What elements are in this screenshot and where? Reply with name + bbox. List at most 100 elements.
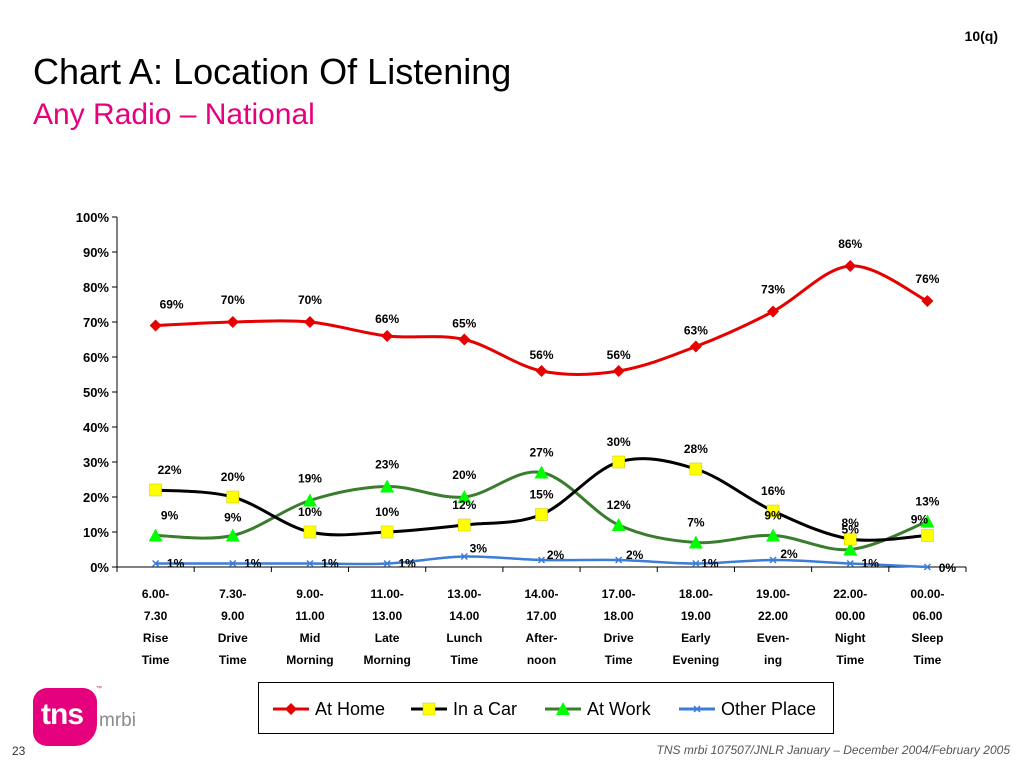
data-label: 1% <box>862 557 880 571</box>
data-label: 16% <box>761 484 785 498</box>
data-point <box>226 316 239 328</box>
data-label: 1% <box>321 557 339 571</box>
legend-label: At Home <box>315 698 386 719</box>
data-point-stroke <box>923 563 931 571</box>
x-category-label: Mid <box>300 631 321 645</box>
legend-item-in-a-car: In a Car <box>409 697 517 721</box>
data-point <box>766 504 780 518</box>
data-point-stroke <box>615 556 623 564</box>
data-point <box>689 340 702 353</box>
data-point <box>458 333 471 346</box>
triangle-marker-icon <box>545 702 581 715</box>
data-label: 15% <box>529 488 553 502</box>
x-category-label: 7.30 <box>144 609 168 623</box>
data-point <box>612 365 625 377</box>
data-point <box>766 528 781 542</box>
x-category-label: After- <box>526 631 558 645</box>
data-point-stroke <box>229 559 237 568</box>
x-category-label: Sleep <box>911 631 943 645</box>
x-category-label: 14.00 <box>449 609 479 623</box>
data-point <box>152 559 160 568</box>
x-category-label: Morning <box>286 653 333 667</box>
y-tick-label: 30% <box>83 455 109 470</box>
data-label: 23% <box>375 458 399 472</box>
data-label: 20% <box>221 470 245 484</box>
data-point <box>615 556 623 564</box>
data-point <box>149 483 162 497</box>
logo-text: tns <box>41 698 84 731</box>
data-point <box>226 490 240 504</box>
data-point <box>457 490 472 503</box>
x-category-label: 18.00 <box>604 609 634 623</box>
data-point <box>920 514 935 528</box>
data-point <box>380 479 395 493</box>
data-point <box>303 316 316 328</box>
data-label: 12% <box>452 498 476 512</box>
data-label: 10% <box>375 505 399 519</box>
legend-item-at-work: At Work <box>543 697 651 721</box>
x-category-label: 22.00- <box>833 587 867 601</box>
x-category-label: Drive <box>218 631 248 645</box>
x-category-label: 22.00 <box>758 609 788 623</box>
data-point <box>535 508 548 521</box>
y-tick-label: 80% <box>83 280 109 295</box>
data-point <box>612 455 625 469</box>
x-category-label: Drive <box>604 631 634 645</box>
data-point <box>923 563 931 571</box>
data-label: 1% <box>398 557 416 571</box>
data-label: 1% <box>167 557 185 571</box>
x-category-label: Time <box>142 653 170 667</box>
data-label: 73% <box>761 283 785 297</box>
x-category-label: 13.00- <box>447 587 481 601</box>
data-label: 5% <box>842 523 860 537</box>
data-label: 30% <box>607 435 631 449</box>
x-category-label: 18.00- <box>679 587 713 601</box>
chart-legend: At Home In a Car At Work Other Place <box>258 682 834 734</box>
x-category-label: 19.00 <box>681 609 711 623</box>
tns-logo: tns <box>33 688 97 746</box>
data-point <box>767 305 780 318</box>
data-point <box>148 528 163 542</box>
data-label: 70% <box>298 293 322 307</box>
data-label: 9% <box>224 511 242 525</box>
data-label: 9% <box>161 509 179 523</box>
legend-item-other-place: Other Place <box>677 697 816 721</box>
data-label: 20% <box>452 468 476 482</box>
data-point <box>306 559 314 568</box>
x-category-label: Rise <box>143 631 169 645</box>
data-label: 10% <box>298 505 322 519</box>
y-tick-label: 90% <box>83 245 109 260</box>
data-label: 2% <box>547 548 565 562</box>
data-point-stroke <box>769 556 777 564</box>
data-point-stroke <box>692 559 700 568</box>
data-label: 1% <box>244 557 262 571</box>
x-category-label: Time <box>219 653 247 667</box>
data-label: 69% <box>160 298 184 312</box>
data-point <box>381 330 394 342</box>
x-category-label: Time <box>914 653 942 667</box>
legend-label: In a Car <box>453 698 518 719</box>
x-category-label: Evening <box>673 653 720 667</box>
data-point-stroke <box>460 552 468 561</box>
data-point <box>843 542 858 556</box>
x-category-label: 17.00 <box>526 609 556 623</box>
data-label: 2% <box>626 548 644 562</box>
data-label: 2% <box>780 547 798 561</box>
x-category-label: Time <box>836 653 864 667</box>
x-category-label: 7.30- <box>219 587 246 601</box>
data-point <box>692 559 700 568</box>
data-label: 70% <box>221 293 245 307</box>
data-point <box>921 529 934 542</box>
legend-label: Other Place <box>721 698 817 719</box>
x-marker-icon <box>679 705 715 713</box>
data-label: 9% <box>911 513 929 527</box>
data-point <box>844 260 857 272</box>
y-tick-label: 60% <box>83 350 109 365</box>
y-tick-label: 10% <box>83 525 109 540</box>
data-point <box>225 528 240 542</box>
data-label: 1% <box>701 557 719 571</box>
x-category-label: 00.00- <box>910 587 944 601</box>
data-label: 19% <box>298 472 322 486</box>
x-category-label: 19.00- <box>756 587 790 601</box>
data-label: 66% <box>375 312 399 326</box>
